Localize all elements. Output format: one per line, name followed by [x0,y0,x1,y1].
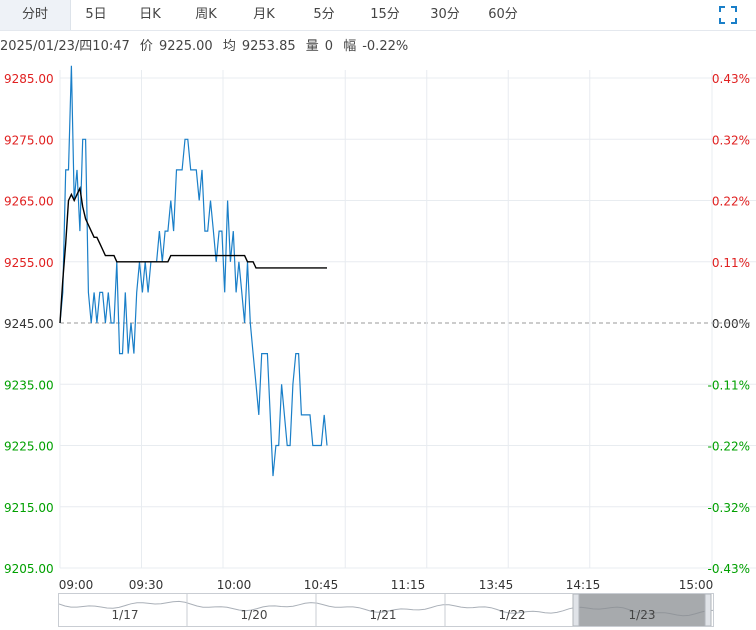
x-tick-label: 11:15 [391,578,426,592]
y-right-tick-label: 0.11% [712,256,750,270]
tab-1[interactable]: 5日 [85,7,107,22]
y-right-tick-label: 0.32% [712,133,750,147]
y-right-tick-label: -0.43% [708,562,750,576]
navigator-label: 1/21 [370,608,397,622]
date-navigator[interactable]: 1/17 1/20 1/21 1/22 1/23 [58,593,714,627]
y-tick-label: 9265.00 [4,195,54,209]
y-tick-label: 9255.00 [4,256,54,270]
navigator-svg: 1/17 1/20 1/21 1/22 1/23 [58,593,714,627]
y-right-tick-label: -0.32% [708,501,750,515]
x-tick-label: 14:15 [566,578,601,592]
navigator-label: 1/20 [241,608,268,622]
y-tick-label: 9205.00 [4,562,54,576]
fullscreen-button[interactable] [718,5,738,25]
info-price: 9225.00 [158,39,213,54]
info-change: -0.22% [362,39,409,54]
tab-6[interactable]: 15分 [370,7,400,22]
y-right-tick-label: -0.22% [708,440,750,454]
period-tabs: 分时 5日 日K 周K 月K 5分 15分 30分 60分 [0,0,756,31]
y-tick-label: 9245.00 [4,317,54,331]
tab-3[interactable]: 周K [195,7,217,22]
info-volume-label: 量 [305,39,319,54]
y-tick-label: 9235.00 [4,378,54,392]
y-right-tick-label: 0.43% [712,72,750,86]
navigator-handle-left [572,593,580,627]
tab-5[interactable]: 5分 [313,7,335,22]
navigator-label: 1/17 [112,608,139,622]
tab-2[interactable]: 日K [139,7,161,22]
info-change-label: 幅 [343,39,357,54]
x-tick-label: 15:00 [679,578,714,592]
tab-7[interactable]: 30分 [430,7,460,22]
average-line [59,185,327,324]
y-right-tick-label: 0.00% [712,317,750,331]
x-tick-label: 10:45 [304,578,339,592]
y-tick-label: 9215.00 [4,501,54,515]
price-line [59,65,328,477]
tab-0[interactable]: 分时 [0,0,71,30]
navigator-handle-right [704,593,712,627]
expand-corners-icon [719,6,737,24]
tab-4[interactable]: 月K [253,7,275,22]
x-tick-label: 13:45 [479,578,514,592]
x-tick-label: 09:30 [129,578,164,592]
info-avg: 9253.85 [241,39,296,54]
y-tick-label: 9285.00 [4,72,54,86]
y-right-tick-label: 0.22% [712,195,750,209]
navigator-label: 1/22 [499,608,526,622]
x-tick-label: 09:00 [59,578,94,592]
x-tick-label: 10:00 [217,578,252,592]
info-datetime: 2025/01/23/四10:47 [0,39,130,54]
info-volume: 0 [324,39,334,54]
y-tick-label: 9225.00 [4,440,54,454]
tab-8[interactable]: 60分 [488,7,518,22]
y-tick-label: 9275.00 [4,133,54,147]
info-avg-label: 均 [222,39,236,54]
navigator-label: 1/23 [629,608,656,622]
navigator-selection [577,594,707,626]
info-price-label: 价 [139,39,153,54]
y-right-tick-label: -0.11% [708,378,750,392]
intraday-chart[interactable]: 9285.00 0.43% 9275.00 0.32% 9265.00 0.22% 9255… [0,60,756,592]
